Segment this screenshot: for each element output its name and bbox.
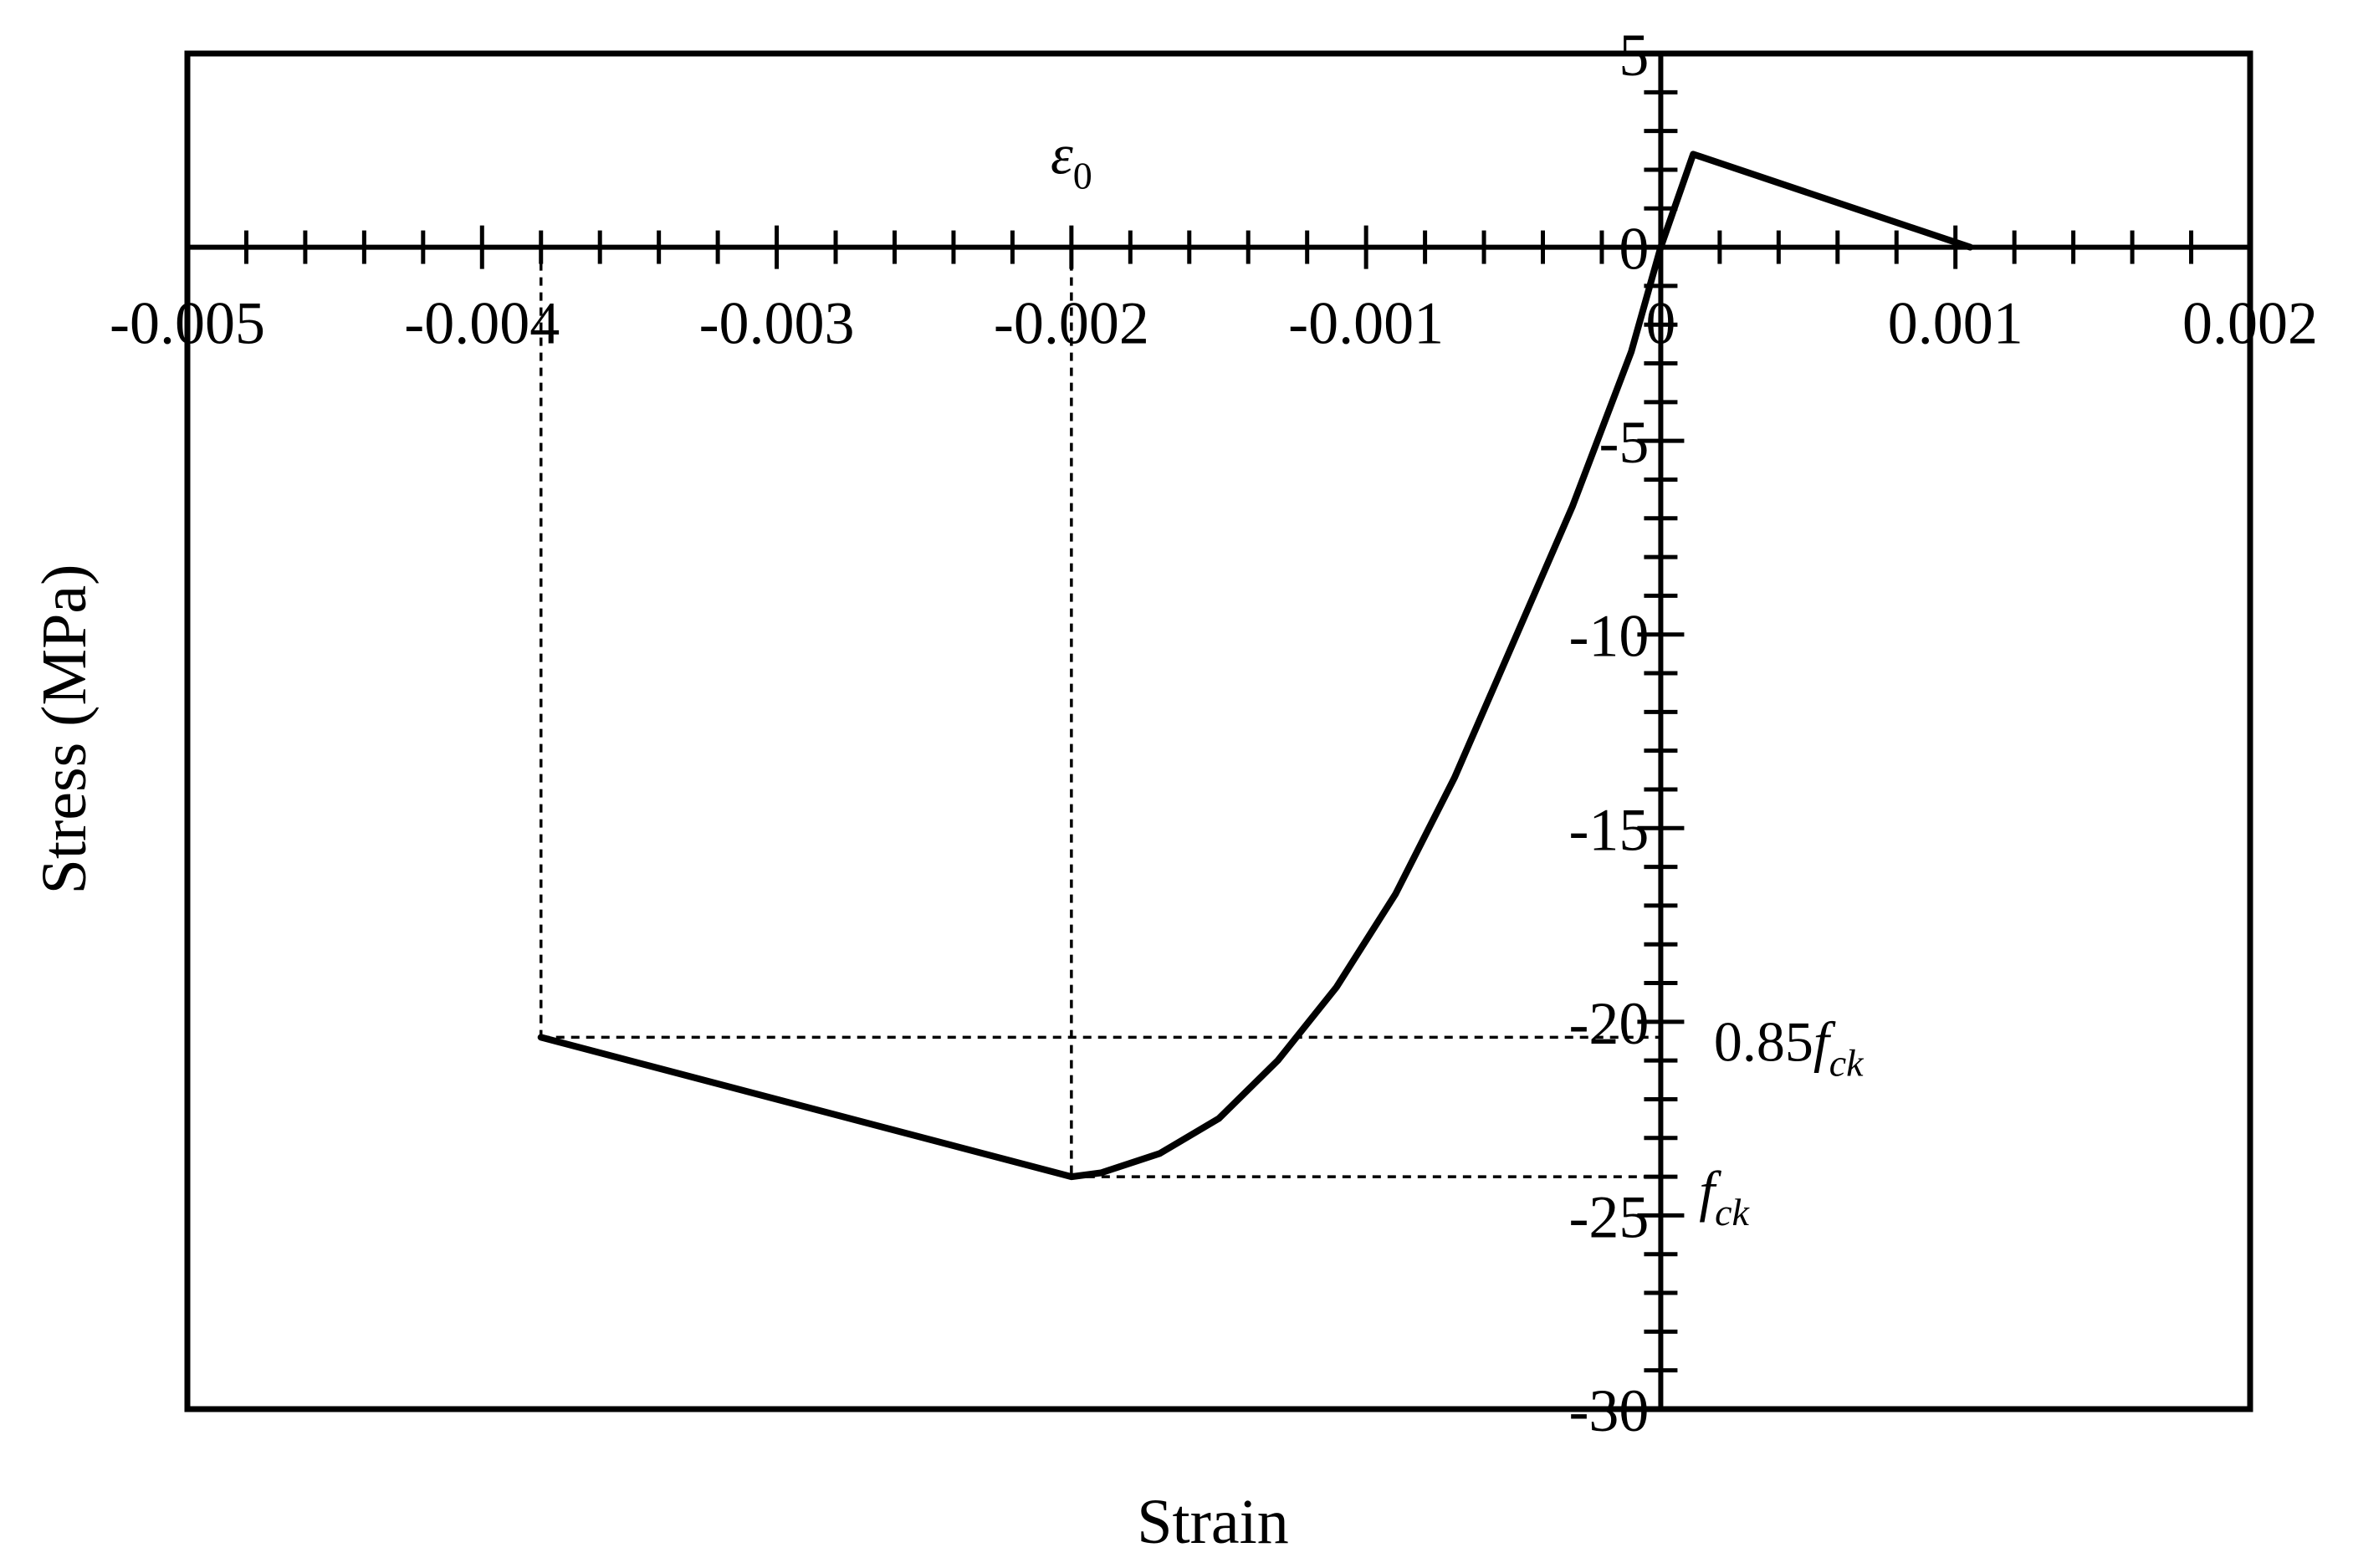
x-axis: -0.005-0.004-0.003-0.002-0.00100.0010.00… (110, 225, 2318, 357)
plot-frame (184, 50, 2253, 1412)
y-tick-label: -20 (1568, 990, 1649, 1057)
reference-lines (539, 247, 1661, 1178)
epsilon-zero-label: ε0 (1051, 123, 1092, 197)
x-axis-title: Strain (1137, 1487, 1289, 1557)
series-layer (537, 151, 1974, 1181)
fck-label: fck (1699, 1159, 1750, 1233)
fck-085-label: 0.85fck (1714, 1009, 1864, 1084)
y-tick-label: 0 (1619, 216, 1649, 283)
annotations: ε0 0.85fck fck (1051, 123, 1864, 1234)
y-axis-title: Stress (MPa) (29, 564, 100, 895)
x-tick-label: 0.001 (1888, 290, 2023, 357)
stress-strain-curve (537, 151, 1974, 1181)
y-tick-label: -30 (1568, 1377, 1649, 1444)
x-tick-label: -0.005 (110, 290, 265, 357)
x-tick-label: -0.004 (404, 290, 560, 357)
x-tick-label: -0.003 (699, 290, 855, 357)
x-tick-label: 0.002 (2182, 290, 2318, 357)
y-tick-label: 5 (1619, 22, 1649, 89)
y-tick-label: -10 (1568, 603, 1649, 670)
x-tick-label: -0.001 (1288, 290, 1444, 357)
y-tick-label: -25 (1568, 1183, 1649, 1250)
y-tick-label: -15 (1568, 796, 1649, 863)
